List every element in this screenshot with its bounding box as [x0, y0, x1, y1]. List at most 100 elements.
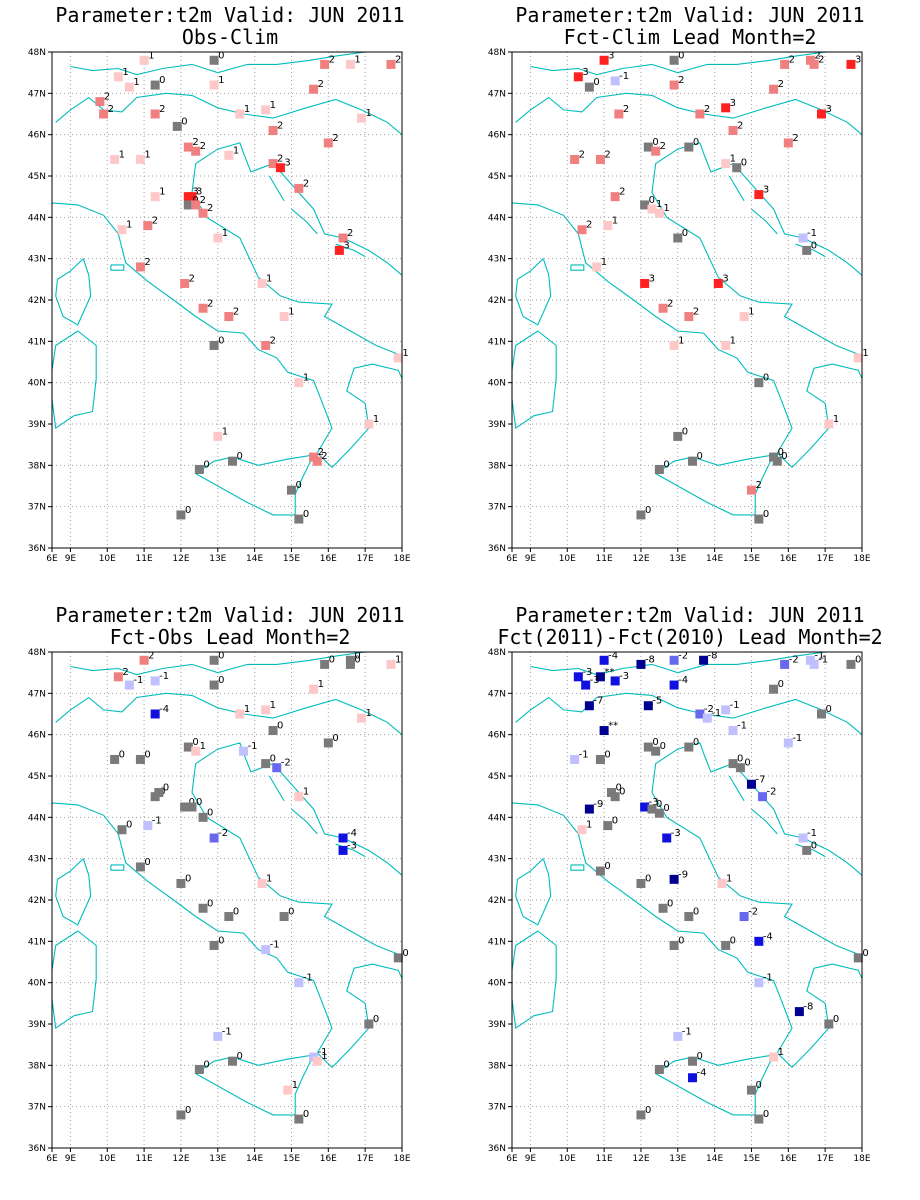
station-marker — [654, 208, 664, 218]
station-value: -1 — [763, 973, 773, 984]
station-value: 0 — [862, 948, 868, 959]
coastline — [191, 142, 403, 357]
station-marker — [272, 763, 282, 773]
x-tick-label: 17E — [357, 1154, 374, 1164]
coastline — [191, 742, 403, 957]
station-marker — [268, 726, 278, 736]
station-value: 1 — [292, 1080, 298, 1091]
station-marker — [283, 1085, 293, 1095]
station-value: -8 — [708, 650, 718, 661]
x-tick-label: 6E — [506, 554, 518, 564]
station-value: 2 — [233, 307, 239, 318]
y-tick-label: 44N — [28, 813, 46, 823]
station-value: -1 — [711, 708, 721, 719]
station-value: 1 — [218, 75, 224, 86]
station-value: -2 — [218, 828, 228, 839]
station-marker — [356, 713, 366, 723]
station-marker — [183, 200, 193, 210]
coastline — [511, 930, 557, 1030]
station-marker — [673, 431, 683, 441]
station-value: 1 — [726, 873, 732, 884]
station-marker — [647, 804, 657, 814]
station-value: -1 — [730, 700, 740, 711]
station-marker — [209, 340, 219, 350]
station-marker — [721, 940, 731, 950]
station-value: -3 — [582, 667, 592, 678]
station-marker — [323, 138, 333, 148]
station-marker — [294, 1114, 304, 1124]
station-value: 0 — [185, 505, 191, 516]
station-value: -3 — [671, 828, 681, 839]
station-value: -1 — [133, 675, 143, 686]
y-tick-label: 41N — [28, 337, 46, 347]
station-marker — [209, 940, 219, 950]
station-marker — [279, 912, 289, 922]
station-value: -4 — [608, 650, 618, 661]
station-value: 1 — [122, 67, 128, 78]
station-value: 2 — [122, 667, 128, 678]
station-marker — [684, 312, 694, 322]
station-value: 0 — [329, 654, 335, 665]
station-value: -8 — [803, 1002, 813, 1013]
x-tick-label: 9E — [65, 1154, 77, 1164]
station-value: -7 — [755, 774, 765, 785]
station-value: -9 — [593, 799, 603, 810]
station-value: 0 — [126, 820, 132, 831]
y-tick-label: 47N — [28, 689, 46, 699]
station-value: 0 — [354, 650, 360, 661]
station-marker — [268, 126, 278, 136]
y-tick-label: 40N — [28, 979, 46, 989]
coastline — [530, 51, 848, 76]
station-marker — [684, 142, 694, 152]
station-marker — [228, 1056, 238, 1066]
station-marker — [603, 821, 613, 831]
y-tick-label: 36N — [488, 1144, 506, 1154]
station-marker — [191, 200, 201, 210]
station-marker — [393, 353, 403, 363]
x-tick-label: 6E — [46, 554, 58, 564]
station-value: 0 — [763, 1109, 769, 1120]
station-value: 0 — [207, 898, 213, 909]
station-value: 1 — [233, 145, 239, 156]
station-marker — [261, 945, 271, 955]
station-marker — [224, 150, 234, 160]
x-tick-label: 12E — [172, 1154, 189, 1164]
y-tick-label: 38N — [488, 1061, 506, 1071]
station-value: 1 — [270, 100, 276, 111]
coastline — [515, 258, 552, 326]
station-marker — [209, 55, 219, 65]
station-value: -2 — [767, 787, 777, 798]
x-tick-label: 18E — [393, 1154, 410, 1164]
panel-fct2011-fct2010: Parameter:t2m Valid: JUN 2011 Fct(2011)-… — [460, 600, 920, 1200]
x-tick-label: 16E — [320, 554, 337, 564]
station-value: -1 — [303, 973, 313, 984]
coastline — [291, 208, 318, 235]
station-value: 0 — [144, 857, 150, 868]
station-marker — [213, 233, 223, 243]
station-marker — [739, 912, 749, 922]
station-marker — [695, 109, 705, 119]
station-marker — [584, 82, 594, 92]
panel-title-line2: Fct-Clim Lead Month=2 — [563, 25, 817, 49]
station-value: -1 — [159, 671, 169, 682]
station-value: 2 — [270, 335, 276, 346]
station-value: -1 — [792, 733, 802, 744]
y-tick-label: 45N — [488, 772, 506, 782]
station-marker — [261, 759, 271, 769]
station-marker — [640, 278, 650, 288]
station-value: 1 — [656, 199, 662, 210]
x-tick-label: 9E — [65, 554, 77, 564]
stations: 1021210112222111022221112313302222112322… — [95, 50, 409, 524]
x-tick-label: 11E — [136, 1154, 153, 1164]
y-tick-label: 45N — [28, 772, 46, 782]
station-value: 0 — [159, 75, 165, 86]
station-marker — [135, 754, 145, 764]
station-value: -1 — [270, 940, 280, 951]
station-marker — [95, 97, 105, 107]
station-marker — [595, 672, 605, 682]
station-marker — [150, 676, 160, 686]
y-tick-label: 38N — [488, 461, 506, 471]
station-value: 0 — [196, 797, 202, 808]
station-marker — [846, 59, 856, 69]
station-value: 0 — [181, 116, 187, 127]
